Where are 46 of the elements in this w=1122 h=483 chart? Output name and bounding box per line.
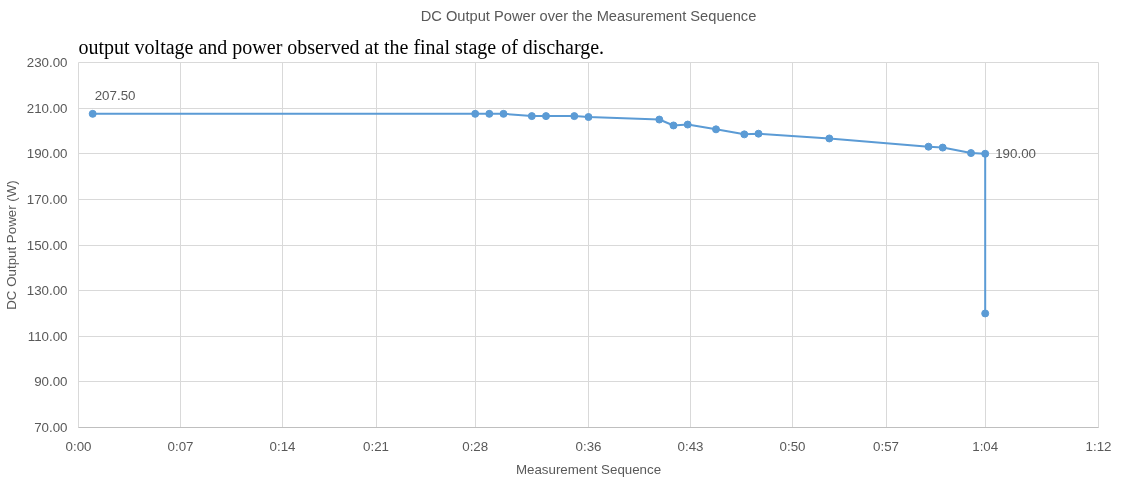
y-tick-label: 130.00 [26,283,68,299]
point [570,112,579,121]
y-tick-label: 70.00 [34,420,68,435]
y-tick-label: 110.00 [27,328,68,344]
x-tick-label: 0:43 [677,438,704,454]
x-tick-label: 0:07 [167,438,194,454]
x-tick-label: 1:12 [1085,438,1112,454]
point [471,109,480,118]
point [542,112,550,121]
point [754,129,763,138]
x-axis-title: Measurement Sequence [515,461,662,477]
point [938,143,947,152]
x-tick-label: 0:00 [65,438,92,454]
point [825,134,834,143]
point [485,109,494,118]
point [584,113,593,122]
data-label: 190.00 [995,146,1036,162]
y-tick-label: 230.00 [26,55,68,70]
point [683,120,692,129]
x-tick-label: 0:50 [779,438,806,454]
point [88,109,97,118]
y-axis-title: DC Output Power (W) [3,180,19,310]
x-tick-label: 0:57 [873,438,899,454]
data-label: 207.50 [94,87,136,103]
point [527,112,536,121]
y-tick-label: 150.00 [26,237,68,253]
text: output voltage and power observed at the final stage of discharge. [78,35,605,59]
point [655,115,664,124]
chart-title: DC Output Power over the Measurement Sequence [420,7,757,24]
y-tick-label: 90.00 [34,374,68,390]
y-tick-label: 210.00 [26,100,68,116]
point [967,149,975,158]
y-tick-label: 170.00 [26,191,68,207]
point [981,149,990,158]
x-tick-label: 0:28 [462,438,489,454]
x-tick-label: 1:04 [972,438,999,454]
x-tick-label: 0:21 [363,438,389,454]
point [499,109,508,118]
x-tick-label: 0:14 [269,438,297,454]
y-tick-label: 190.00 [26,146,68,162]
point [981,309,990,318]
point [924,142,933,151]
point [712,125,720,134]
point [740,130,749,139]
x-tick-label: 0:36 [575,438,602,454]
point [669,121,678,130]
